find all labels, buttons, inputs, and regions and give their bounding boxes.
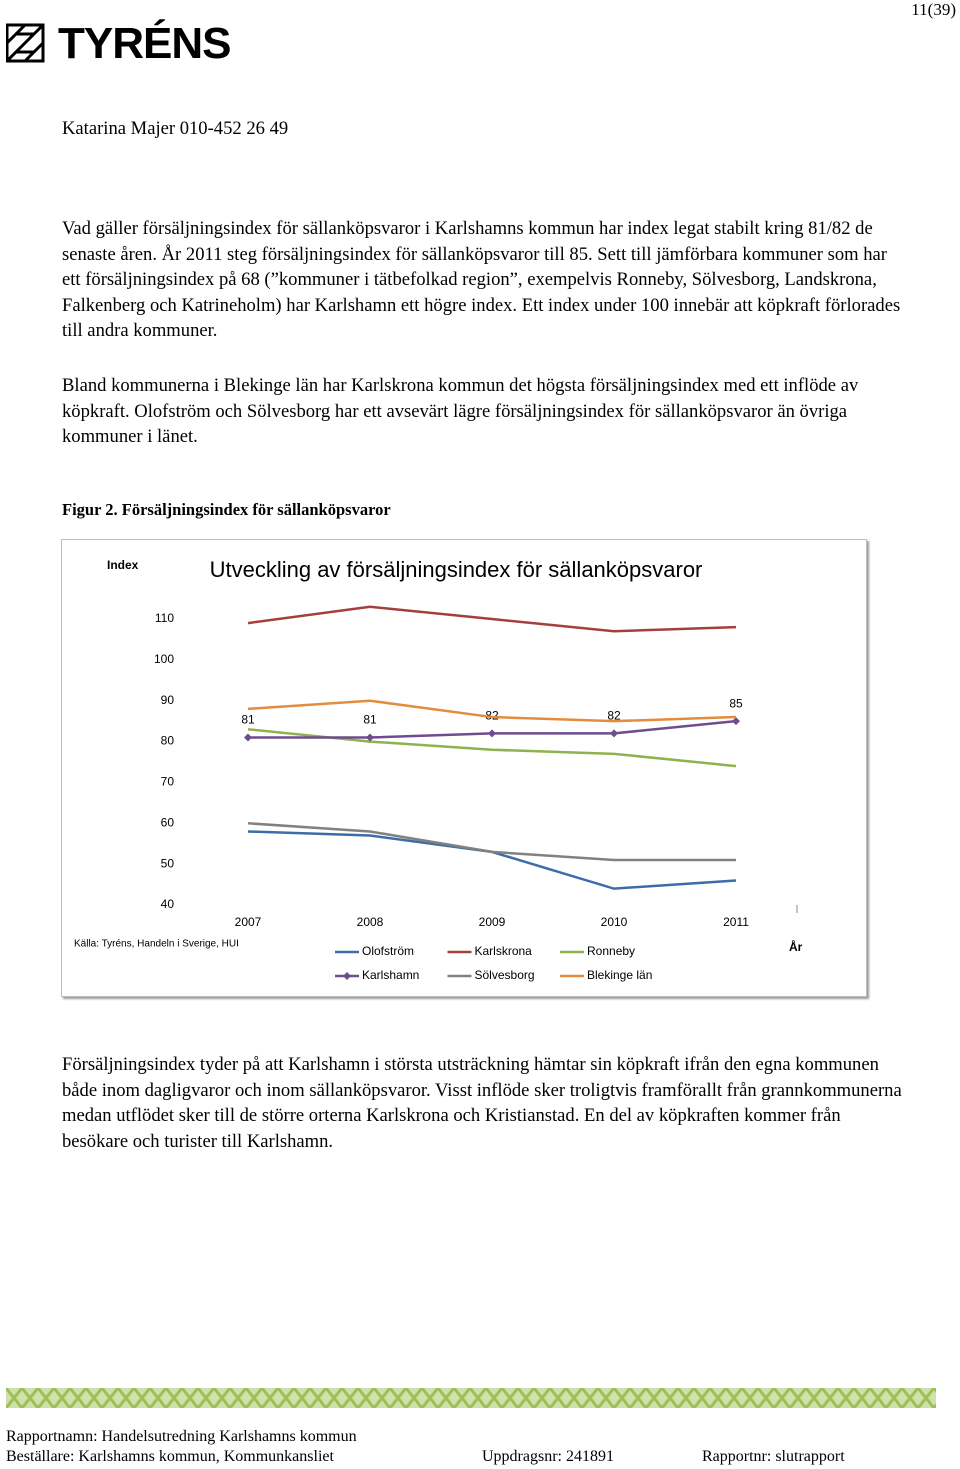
y-tick-label: 80 [161,734,175,748]
data-label: 81 [241,713,255,727]
figure-caption: Figur 2. Försäljningsindex för sällanköp… [62,500,391,519]
y-tick-label: 100 [154,652,174,666]
data-label: 82 [607,709,621,723]
paragraph: Vad gäller försäljningsindex för sällank… [62,218,901,341]
y-axis-label: Index [107,558,139,572]
source: Källa: Tyréns, Handeln i Sverige, HUI [74,939,239,950]
legend-label: Ronneby [587,944,635,958]
chart-title: Utveckling av försäljningsindex för säll… [210,557,703,582]
footer-text: Rapportnamn: Handelsutredning Karlshamns… [6,1428,357,1445]
data-label: 81 [363,713,377,727]
logo-text: TYRÉNS [58,18,230,64]
data-label: 85 [729,696,743,710]
marker [488,729,496,738]
footer-text: Rapportnr: slutrapport [702,1448,845,1465]
page-number: 11(39) [911,0,956,19]
x-axis-label: År [789,939,803,954]
footer-band [6,1388,936,1408]
marker [610,729,618,738]
data-label: 82 [485,709,499,723]
y-tick-label: 90 [161,693,175,707]
y-tick-label: 110 [155,611,174,625]
x-tick-label: 2010 [601,915,628,929]
legend-marker [343,972,351,980]
paragraph: Bland kommunerna i Blekinge län har Karl… [62,375,859,447]
legend-label: Karlskrona [475,944,533,958]
marker [366,733,374,742]
legend-label: Sölvesborg [475,968,535,982]
footer-text: Beställare: Karlshamns kommun, Kommunkan… [6,1448,334,1465]
y-tick-label: 40 [161,897,175,911]
marker [244,733,252,742]
paragraph: Försäljningsindex tyder på att Karlshamn… [62,1054,902,1152]
x-tick-label: 2009 [479,915,506,929]
x-tick-label: 2008 [357,915,384,929]
chart: Index Utveckling av försäljningsindex fö… [61,539,867,997]
author: Katarina Majer 010-452 26 49 [62,118,289,139]
x-tick-label: 2011 [723,915,749,929]
series-line [247,822,736,862]
logo: TYRÉNS [6,18,231,64]
legend-label: Karlshamn [362,968,419,982]
y-tick-label: 50 [161,856,175,870]
y-tick-label: 60 [161,815,175,829]
series-line [247,605,737,633]
legend-label: Blekinge län [587,968,652,982]
y-tick-label: 70 [161,775,175,789]
legend-label: Olofström [362,944,414,958]
marker [732,717,740,726]
x-tick-label: 2007 [235,915,262,929]
series-line [247,699,737,723]
footer-text: Uppdragsnr: 241891 [482,1448,614,1465]
